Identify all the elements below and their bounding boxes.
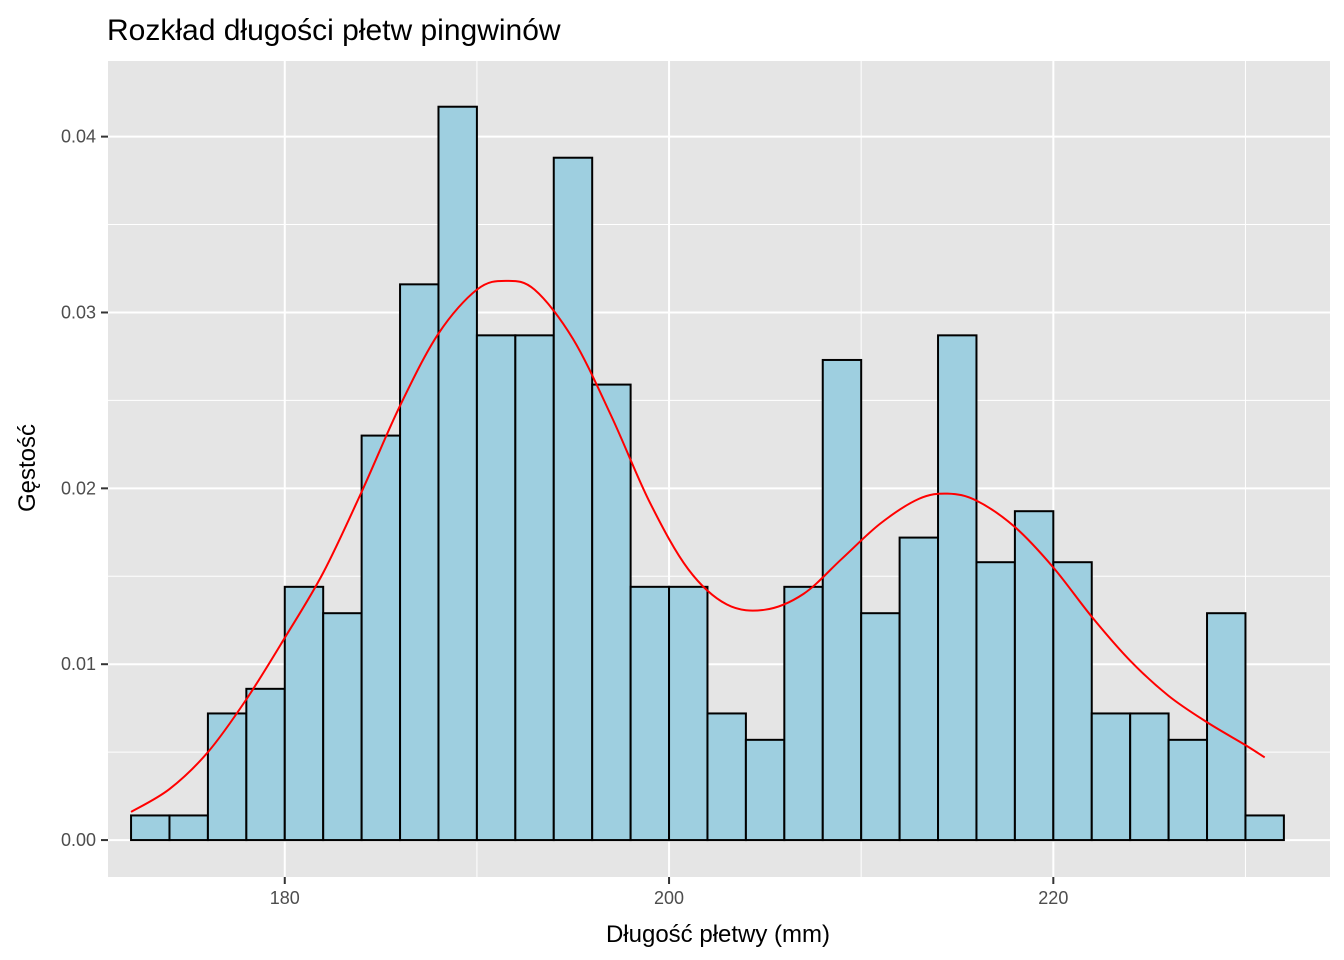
y-tick-label: 0.01	[61, 654, 96, 674]
x-tick-label: 200	[654, 888, 684, 908]
x-tick-label: 180	[270, 888, 300, 908]
density-curve	[130, 279, 1266, 813]
histogram-bar	[399, 283, 440, 842]
y-tick-label: 0.02	[61, 478, 96, 498]
y-tick-label: 0.04	[61, 127, 96, 147]
histogram-bar	[1244, 814, 1285, 842]
histogram-bar	[552, 156, 594, 842]
histogram-bar	[783, 585, 824, 842]
y-tick-label: 0.00	[61, 830, 96, 850]
histogram-bar	[130, 814, 171, 842]
histogram-bar	[821, 358, 863, 842]
y-axis-title: Gęstość	[14, 424, 41, 512]
histogram-bar	[629, 585, 671, 842]
histogram-bar	[1013, 510, 1055, 842]
histogram-bar	[706, 712, 747, 842]
y-axis: 0.00 0.01 0.02 0.03 0.04	[61, 127, 108, 850]
histogram-bar	[514, 334, 555, 842]
chart-title: Rozkład długości płetw pingwinów	[107, 14, 561, 47]
histogram-bar	[860, 612, 901, 842]
histogram-bar	[245, 687, 286, 842]
histogram-bar	[206, 712, 248, 842]
histogram-bar	[1052, 561, 1093, 842]
histogram-bar	[360, 434, 402, 842]
histogram-bar	[975, 561, 1016, 842]
histogram-bar	[1090, 712, 1132, 842]
histogram-bar	[475, 334, 517, 842]
histogram-bar	[1129, 712, 1170, 842]
histogram-bar	[1206, 612, 1247, 842]
histogram-bar	[898, 536, 940, 842]
histogram-bar	[283, 585, 325, 842]
x-tick-label: 220	[1038, 888, 1068, 908]
histogram-bar	[437, 105, 478, 842]
histogram-bar	[744, 738, 786, 842]
histogram-bar	[322, 612, 363, 842]
histogram-bar	[1167, 738, 1209, 842]
histogram-bar	[937, 334, 978, 842]
x-axis-title: Długość płetwy (mm)	[606, 921, 830, 948]
x-axis: 180 200 220	[270, 877, 1068, 908]
histogram-bar	[668, 585, 709, 842]
y-tick-label: 0.03	[61, 302, 96, 322]
histogram-bar	[168, 814, 209, 842]
histogram-bars	[130, 105, 1285, 842]
histogram-bar	[591, 383, 632, 842]
